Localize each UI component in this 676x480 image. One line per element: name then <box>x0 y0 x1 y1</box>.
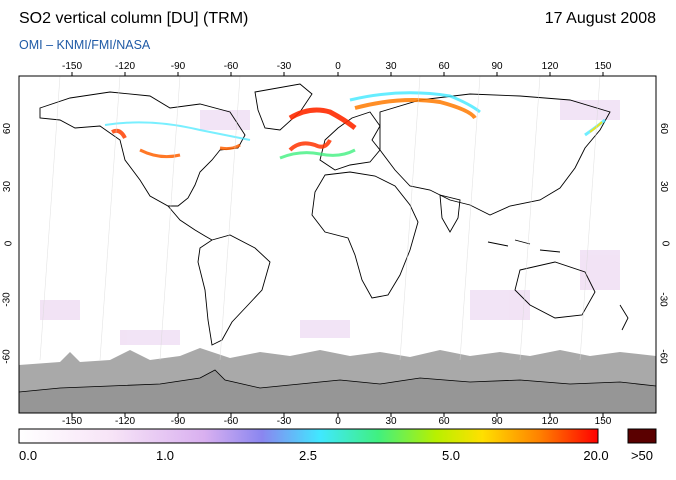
so2-plume-europe <box>288 139 332 152</box>
lon-tick-bottom: -90 <box>170 416 186 427</box>
colorbar <box>18 428 599 444</box>
lon-tick-bottom: -150 <box>61 416 83 427</box>
antarctica <box>19 369 656 413</box>
lon-tick-top: -90 <box>170 61 186 72</box>
north-america <box>39 91 246 207</box>
indonesia <box>487 239 561 253</box>
lon-tick-top: -60 <box>223 61 239 72</box>
colorbar-label: 1.0 <box>155 448 175 463</box>
orbit-stripes <box>39 76 601 361</box>
map-date: 17 August 2008 <box>544 10 656 27</box>
lon-tick-top: 150 <box>594 61 612 72</box>
so2-plume-kamchatka-core <box>589 121 603 133</box>
central-america <box>167 205 213 241</box>
so2-plume-siberia <box>354 98 477 120</box>
lon-tick-top: 90 <box>491 61 503 72</box>
africa <box>311 171 419 299</box>
australia <box>514 261 596 319</box>
so2-plume-siberia-edge <box>349 91 481 114</box>
lon-tick-top: 60 <box>438 61 450 72</box>
background-noise <box>40 100 620 345</box>
europe <box>319 111 381 171</box>
south-america <box>197 234 271 346</box>
lon-tick-bottom: -60 <box>223 416 239 427</box>
colorbar-label: >50 <box>630 448 654 463</box>
map-title: SO2 vertical column [DU] (TRM) <box>19 10 249 27</box>
lon-tick-bottom: 30 <box>385 416 397 427</box>
colorbar-label: 0.0 <box>19 448 38 463</box>
india <box>439 194 461 233</box>
colorbar-label: 5.0 <box>441 448 461 463</box>
lon-tick-bottom: 120 <box>541 416 559 427</box>
lon-tick-top: -120 <box>114 61 136 72</box>
credit-line: OMI – KNMI/FMI/NASA <box>19 38 151 52</box>
new-zealand <box>619 304 629 331</box>
lon-tick-top: -150 <box>61 61 83 72</box>
lon-tick-top: -30 <box>276 61 292 72</box>
colorbar-overflow <box>627 428 657 444</box>
lon-tick-top: 120 <box>541 61 559 72</box>
lon-tick-bottom: 0 <box>335 416 341 427</box>
lon-tick-bottom: -120 <box>114 416 136 427</box>
greenland <box>254 83 313 131</box>
colorbar-label: 20.0 <box>583 448 609 463</box>
asia <box>379 93 611 216</box>
lon-tick-bottom: -30 <box>276 416 292 427</box>
so2-plume-europe-edge <box>279 148 356 160</box>
so2-plume-alaska <box>111 128 127 139</box>
so2-plume-north-atlantic <box>288 107 357 130</box>
lon-tick-top: 0 <box>335 61 341 72</box>
colorbar-label: 2.5 <box>298 448 318 463</box>
lon-tick-bottom: 90 <box>491 416 503 427</box>
tick-marks <box>71 72 604 417</box>
lon-tick-top: 30 <box>385 61 397 72</box>
lon-tick-bottom: 150 <box>594 416 612 427</box>
lon-tick-bottom: 60 <box>438 416 450 427</box>
so2-plume-canada <box>139 143 241 159</box>
